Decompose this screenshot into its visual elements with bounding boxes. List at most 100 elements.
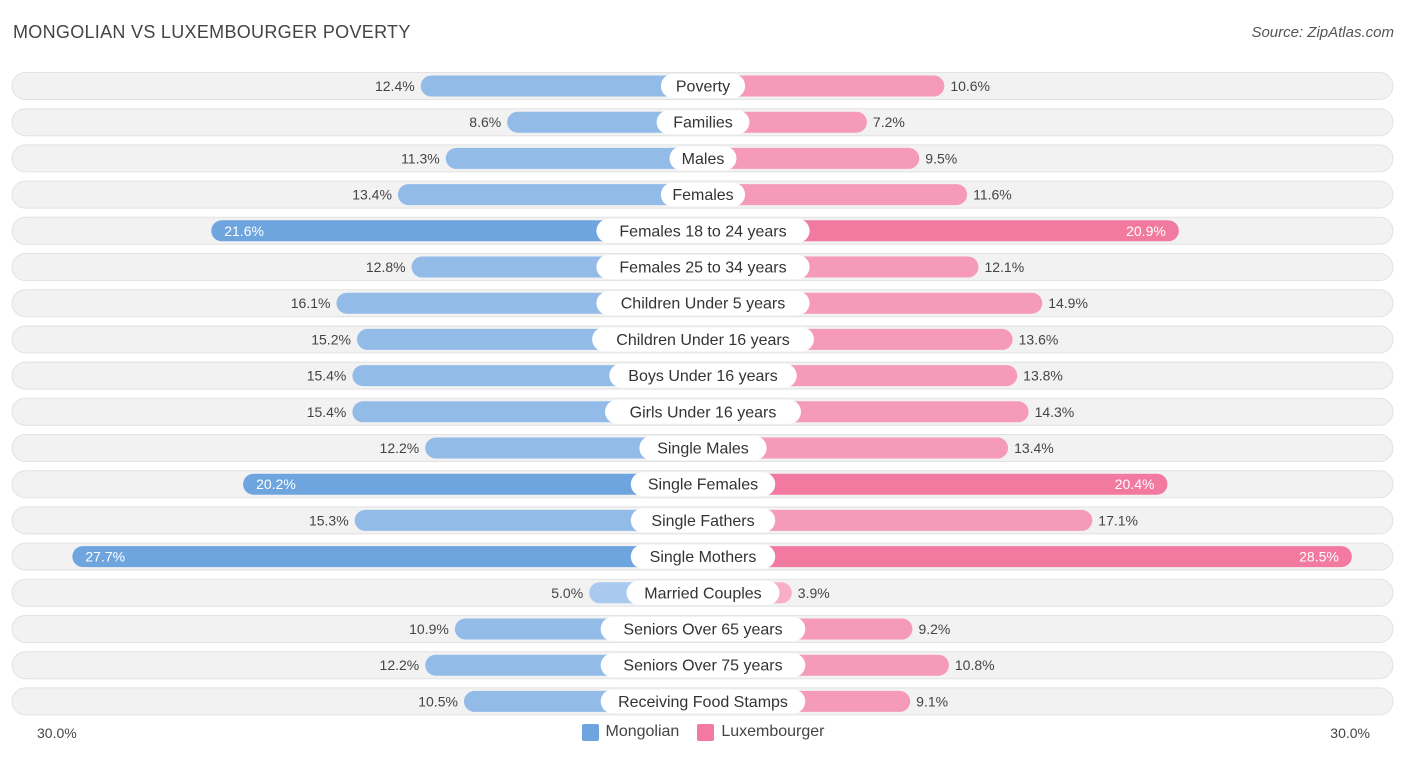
category-label: Single Males — [657, 441, 749, 458]
bar-luxembourger — [703, 147, 920, 169]
value-label-luxembourger: 9.1% — [916, 693, 948, 709]
bar-mongolian — [425, 437, 703, 459]
category-pill — [660, 74, 746, 98]
value-label-mongolian: 12.4% — [375, 78, 415, 94]
value-label-mongolian: 20.2% — [256, 476, 296, 492]
category-pill — [600, 689, 806, 714]
value-label-mongolian: 15.4% — [307, 368, 347, 384]
bar-luxembourger — [703, 75, 945, 97]
bar-luxembourger — [703, 184, 968, 206]
category-pill — [609, 363, 797, 388]
legend-item-luxembourger: Luxembourger — [697, 723, 825, 741]
value-label-luxembourger: 14.3% — [1035, 404, 1075, 420]
value-label-luxembourger: 9.2% — [918, 621, 950, 637]
bar-mongolian — [72, 546, 703, 568]
value-label-luxembourger: 17.1% — [1098, 512, 1138, 528]
category-pill — [656, 110, 750, 135]
value-label-mongolian: 12.8% — [366, 259, 406, 275]
category-label: Single Mothers — [650, 549, 757, 566]
value-label-luxembourger: 13.4% — [1014, 440, 1054, 456]
category-pill — [596, 255, 810, 279]
category-pill — [669, 146, 737, 171]
category-pill — [596, 291, 810, 316]
value-label-mongolian: 8.6% — [469, 114, 501, 130]
bar-mongolian — [445, 147, 703, 169]
bar-mongolian — [354, 509, 703, 531]
source-label: Source: ZipAtlas.com — [1251, 24, 1394, 41]
value-label-luxembourger: 10.6% — [950, 78, 990, 94]
value-label-luxembourger: 11.6% — [973, 187, 1012, 203]
bar-mongolian — [397, 184, 703, 206]
value-label-mongolian: 16.1% — [291, 295, 331, 311]
bar-mongolian — [211, 220, 704, 242]
value-label-mongolian: 15.2% — [311, 331, 351, 347]
bar-luxembourger — [703, 220, 1179, 242]
category-pill — [660, 182, 746, 207]
bar-luxembourger — [703, 546, 1352, 568]
category-label: Females 25 to 34 years — [619, 260, 786, 277]
category-label: Males — [682, 151, 725, 168]
chart-title: MONGOLIAN VS LUXEMBOURGER POVERTY — [13, 22, 411, 42]
category-pill — [639, 436, 767, 460]
bar-luxembourger — [703, 473, 1168, 495]
category-pill — [600, 653, 806, 678]
category-pill — [630, 508, 776, 533]
category-pill — [605, 399, 801, 424]
bar-mongolian — [507, 111, 703, 133]
category-pill — [592, 327, 814, 352]
category-pill — [630, 544, 776, 569]
category-pill — [630, 472, 776, 497]
value-label-luxembourger: 9.5% — [925, 150, 957, 166]
legend-item-mongolian: Mongolian — [581, 723, 680, 741]
value-label-mongolian: 12.2% — [380, 440, 420, 456]
category-pill — [600, 617, 806, 641]
value-label-mongolian: 10.5% — [418, 693, 458, 709]
value-label-mongolian: 5.0% — [551, 585, 583, 601]
value-label-mongolian: 21.6% — [224, 223, 264, 239]
category-pill — [626, 580, 780, 605]
category-label: Single Fathers — [651, 513, 754, 530]
category-pill — [596, 218, 810, 243]
axis-left-label: 30.0% — [37, 725, 77, 741]
category-label: Receiving Food Stamps — [618, 694, 788, 711]
legend-label-luxembourger: Luxembourger — [721, 723, 825, 740]
bar-luxembourger — [703, 437, 1009, 459]
category-label: Married Couples — [644, 585, 761, 602]
value-label-luxembourger: 20.4% — [1115, 476, 1155, 492]
category-label: Girls Under 16 years — [630, 404, 777, 421]
legend: Mongolian Luxembourger — [0, 723, 1406, 741]
category-label: Seniors Over 65 years — [623, 622, 782, 639]
legend-swatch-luxembourger — [697, 723, 715, 741]
category-label: Children Under 16 years — [616, 332, 789, 349]
axis-right-label: 30.0% — [1330, 725, 1370, 741]
category-label: Children Under 5 years — [621, 296, 786, 313]
value-label-luxembourger: 20.9% — [1126, 223, 1166, 239]
legend-swatch-mongolian — [581, 723, 599, 741]
category-label: Boys Under 16 years — [628, 368, 777, 385]
bar-mongolian — [243, 473, 703, 495]
value-label-luxembourger: 7.2% — [873, 114, 905, 130]
bar-mongolian — [420, 75, 703, 97]
value-label-mongolian: 12.2% — [380, 657, 420, 673]
category-label: Single Females — [648, 477, 758, 494]
value-label-mongolian: 10.9% — [409, 621, 449, 637]
bar-luxembourger — [703, 509, 1093, 531]
value-label-luxembourger: 14.9% — [1048, 295, 1088, 311]
value-label-luxembourger: 13.6% — [1019, 331, 1059, 347]
category-label: Females 18 to 24 years — [619, 223, 786, 240]
category-label: Females — [672, 187, 733, 204]
value-label-mongolian: 27.7% — [85, 549, 125, 565]
category-label: Poverty — [676, 79, 730, 96]
value-label-luxembourger: 13.8% — [1023, 368, 1063, 384]
value-label-luxembourger: 12.1% — [984, 259, 1024, 275]
category-label: Seniors Over 75 years — [623, 658, 782, 675]
value-label-luxembourger: 3.9% — [798, 585, 830, 601]
legend-label-mongolian: Mongolian — [605, 723, 680, 740]
value-label-mongolian: 13.4% — [352, 187, 392, 203]
category-label: Families — [673, 115, 733, 132]
value-label-luxembourger: 28.5% — [1299, 549, 1339, 565]
value-label-mongolian: 15.4% — [307, 404, 347, 420]
value-label-mongolian: 11.3% — [401, 150, 440, 166]
value-label-luxembourger: 10.8% — [955, 657, 995, 673]
